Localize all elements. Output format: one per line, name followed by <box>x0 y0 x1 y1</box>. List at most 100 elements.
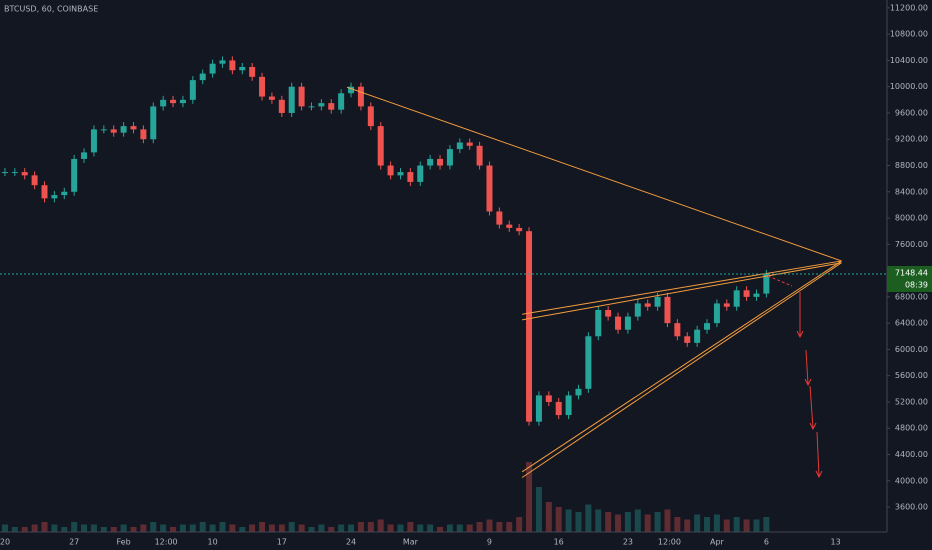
volume-bar <box>288 522 295 532</box>
candle-body <box>357 86 364 107</box>
candle-body <box>565 395 572 416</box>
volume-bar <box>456 524 463 532</box>
candle-body <box>387 165 394 176</box>
candle-body <box>496 211 503 225</box>
y-tick-label: 10000.00 <box>890 82 928 91</box>
x-tick-label: 17 <box>277 538 287 547</box>
candle-body <box>535 395 542 422</box>
last-price-label: 7148.44 <box>895 268 928 277</box>
candle-body <box>268 96 275 100</box>
volume-bar <box>407 522 414 532</box>
trendline <box>346 86 842 262</box>
volume-bar <box>41 522 48 532</box>
candle-body <box>585 336 592 389</box>
candle-body <box>21 172 28 176</box>
volume-bar <box>684 519 691 532</box>
volume-bar <box>170 527 177 532</box>
candle-body <box>100 129 107 131</box>
volume-bar <box>90 524 97 532</box>
candle-body <box>11 172 18 174</box>
volume-bar <box>417 524 424 532</box>
candle-body <box>288 86 295 113</box>
volume-bar <box>733 517 740 532</box>
candle-body <box>526 231 533 422</box>
volume-bar <box>763 517 770 532</box>
x-tick-label: Apr <box>710 538 725 547</box>
volume-bar <box>249 524 256 532</box>
candle-body <box>120 126 127 133</box>
volume-bar <box>278 524 285 532</box>
volume-bar <box>674 517 681 532</box>
candle-body <box>545 395 552 402</box>
y-tick-label: 4000.00 <box>895 476 928 485</box>
volume-bar <box>466 524 473 532</box>
x-tick-label: Mar <box>403 538 419 547</box>
candle-body <box>189 80 196 100</box>
candle-body <box>644 303 651 307</box>
candle-body <box>595 310 602 337</box>
candle-body <box>377 126 384 166</box>
volume-bar <box>71 522 78 532</box>
volume-bar <box>130 527 137 532</box>
volume-bar <box>328 527 335 532</box>
volume-bar <box>150 522 157 532</box>
y-tick-label: 9200.00 <box>895 135 928 144</box>
y-tick-label: 7600.00 <box>895 240 928 249</box>
candle-body <box>51 195 58 199</box>
volume-bar <box>545 502 552 532</box>
candle-body <box>199 73 206 81</box>
x-tick-label: 20 <box>0 538 10 547</box>
candle-body <box>446 149 453 166</box>
volume-bar <box>476 522 483 532</box>
y-tick-label: 11200.00 <box>890 3 928 12</box>
y-tick-label: 8000.00 <box>895 214 928 223</box>
volume-bar <box>694 514 701 532</box>
volume-bar <box>1 524 8 532</box>
candle-body <box>634 303 641 317</box>
candle-body <box>229 60 236 71</box>
candle-body <box>476 145 483 166</box>
y-tick-label: 4800.00 <box>895 424 928 433</box>
candle-body <box>684 336 691 343</box>
volume-bar <box>81 524 88 532</box>
trendline <box>522 260 842 315</box>
volume-bar <box>535 487 542 532</box>
candle-body <box>694 329 701 343</box>
candle-body <box>605 310 612 317</box>
volume-bar <box>644 514 651 532</box>
candle-body <box>674 323 681 337</box>
candle-body <box>624 316 631 330</box>
candle-body <box>259 76 266 97</box>
volume-bar <box>229 524 236 532</box>
y-tick-label: 5200.00 <box>895 397 928 406</box>
x-tick-label: Feb <box>117 538 131 547</box>
candle-body <box>130 126 137 130</box>
candle-body <box>704 323 711 330</box>
volume-bar <box>357 522 364 532</box>
volume-bar <box>110 527 117 532</box>
candle-body <box>110 129 117 133</box>
candle-body <box>160 99 167 107</box>
candle-body <box>555 401 562 416</box>
volume-bar <box>338 524 345 532</box>
candle-body <box>219 60 226 64</box>
volume-bar <box>179 524 186 532</box>
y-tick-label: 10800.00 <box>890 30 928 39</box>
candle-body <box>733 290 740 307</box>
y-tick-label: 6400.00 <box>895 319 928 328</box>
candle-body <box>31 175 38 186</box>
projection-arrows <box>767 275 823 479</box>
candle-body <box>486 165 493 212</box>
candle-body <box>41 185 48 199</box>
y-tick-label: 8800.00 <box>895 161 928 170</box>
y-tick-label: 6800.00 <box>895 292 928 301</box>
candle-body <box>437 158 444 166</box>
y-tick-label: 8400.00 <box>895 187 928 196</box>
candle-body <box>466 142 473 146</box>
countdown: 08:39 <box>905 280 928 289</box>
candle-body <box>753 293 760 297</box>
volume-bar <box>446 524 453 532</box>
volume-bar <box>21 527 28 532</box>
last-price-box <box>887 265 932 292</box>
volume-bar <box>268 524 275 532</box>
